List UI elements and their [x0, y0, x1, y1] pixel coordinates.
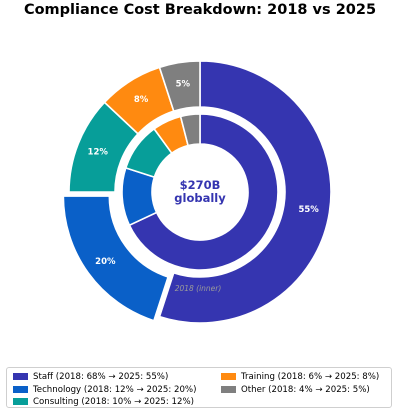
- slice-label-staff: 55%: [298, 205, 319, 215]
- legend-label: Other (2018: 4% → 2025: 5%): [241, 384, 370, 395]
- slice-label-technology: 20%: [95, 257, 116, 267]
- legend-swatch: [13, 398, 28, 405]
- legend-swatch: [13, 385, 28, 393]
- inner-ring: [121, 113, 279, 271]
- legend-label: Staff (2018: 68% → 2025: 55%): [33, 372, 169, 382]
- slice-labels: 55% 20% 12% 8% 5%: [88, 79, 320, 266]
- outer-ring: [62, 60, 332, 324]
- chart-title: Compliance Cost Breakdown: 2018 vs 2025: [23, 2, 377, 18]
- legend-item-consulting: Consulting (2018: 10% → 2025: 12%): [13, 396, 196, 409]
- inner-slice-staff: [128, 113, 279, 271]
- legend-item-training: Training (2018: 6% → 2025: 8%): [221, 371, 379, 384]
- slice-label-other: 5%: [176, 79, 191, 89]
- legend-swatch: [221, 373, 236, 380]
- legend-item-other: Other (2018: 4% → 2025: 5%): [221, 384, 379, 397]
- outer-slice-staff: [158, 60, 332, 324]
- outer-slice-technology: [62, 195, 170, 322]
- inner-slice-other: [179, 113, 201, 147]
- legend-label: Consulting (2018: 10% → 2025: 12%): [33, 397, 194, 407]
- legend-item-staff: Staff (2018: 68% → 2025: 55%): [13, 371, 196, 384]
- legend-label: Training (2018: 6% → 2025: 8%): [241, 372, 380, 382]
- inner-ring-label: 2018 (inner): [175, 284, 222, 293]
- legend-swatch: [221, 385, 236, 393]
- legend-swatch: [13, 373, 28, 380]
- outer-slice-other: [158, 60, 201, 113]
- slice-label-consulting: 12%: [88, 148, 109, 158]
- legend: Staff (2018: 68% → 2025: 55%) Technology …: [6, 367, 392, 408]
- center-caption: globally: [174, 191, 226, 205]
- legend-label: Technology (2018: 12% → 2025: 20%): [33, 384, 197, 395]
- center-value: $270B: [180, 178, 221, 192]
- legend-item-technology: Technology (2018: 12% → 2025: 20%): [13, 384, 196, 397]
- slice-label-training: 8%: [134, 95, 149, 105]
